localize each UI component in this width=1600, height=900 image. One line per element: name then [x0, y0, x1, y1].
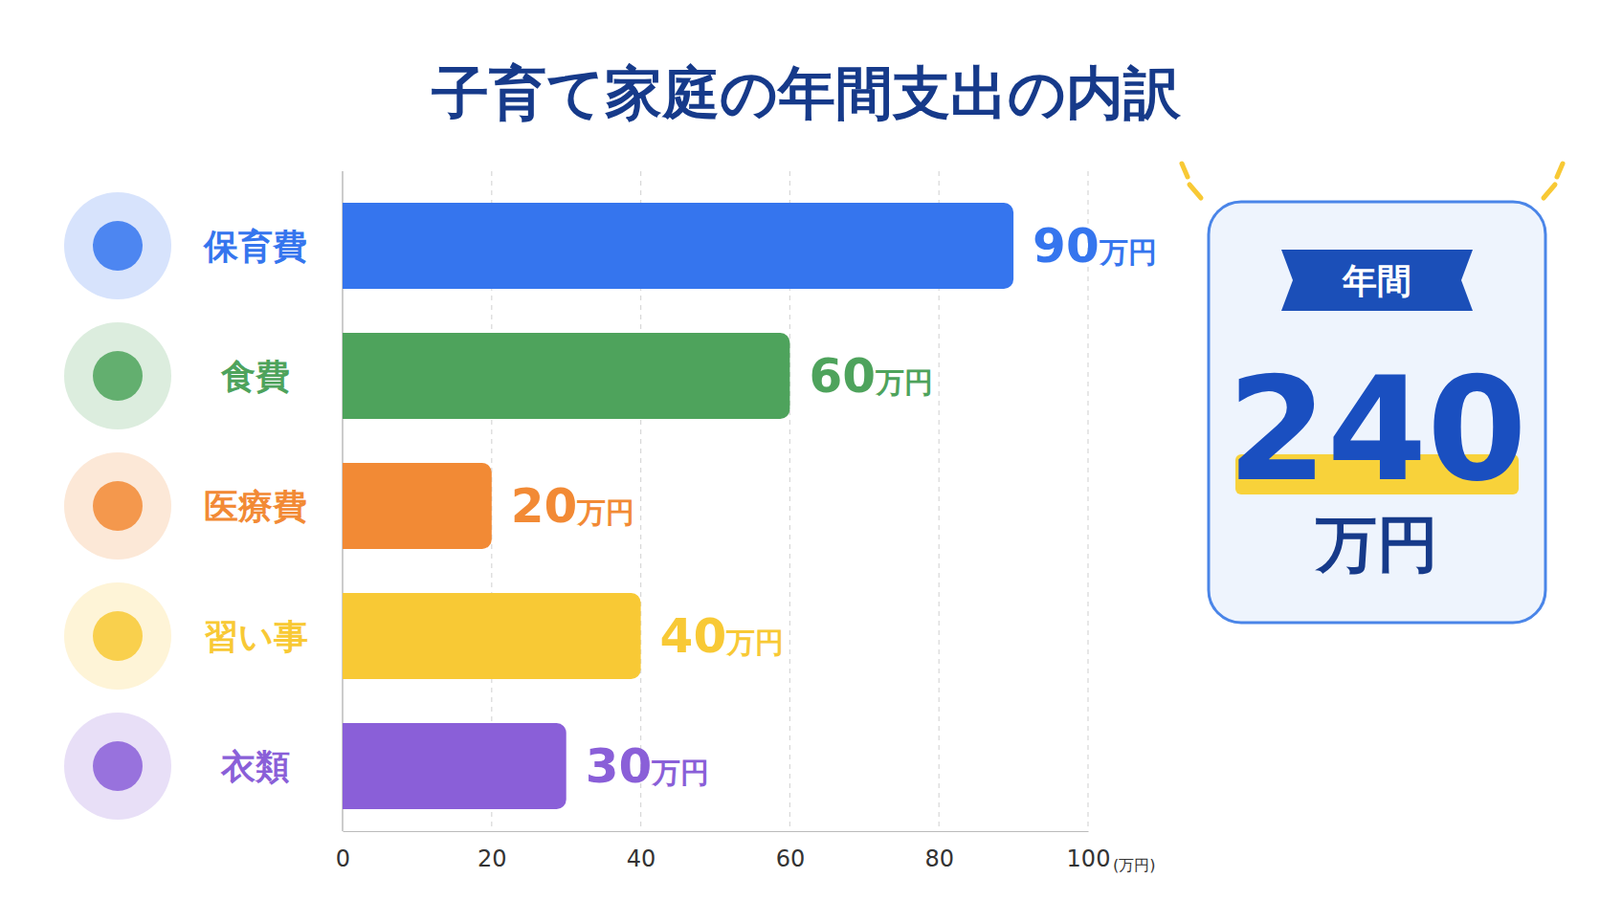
- tick: 0: [335, 831, 351, 873]
- data-label: 20万円: [511, 478, 636, 534]
- data-label: 40万円: [660, 608, 785, 665]
- icon-dot: [92, 221, 143, 271]
- icon-circle: [64, 712, 172, 821]
- title: 子育て家庭の年間支出の内訳: [431, 59, 1182, 127]
- data-labels: 90万円 60万円 20万円 40万円 30万円: [511, 218, 1157, 795]
- callout-ribbon: [1281, 249, 1473, 312]
- tick: 40: [626, 831, 657, 873]
- category-label: 食費: [220, 356, 290, 397]
- sparkle: [1543, 184, 1556, 199]
- tick: 20: [477, 831, 508, 873]
- sparkle: [1556, 163, 1563, 178]
- tick-label: 60: [776, 845, 806, 873]
- sparkle: [1181, 163, 1188, 178]
- callout-value: 240: [1226, 346, 1527, 513]
- category-label: 医療費: [203, 487, 308, 527]
- axis-title: (万円): [1112, 856, 1156, 875]
- category-label: 習い事: [203, 617, 309, 657]
- icon-dot: [92, 351, 143, 401]
- icon-dot: [92, 611, 143, 662]
- chart: 子育て家庭の年間支出の内訳 0 20 40 60 80 100(万円) 保育費食費医療費習い事…: [0, 0, 1600, 900]
- sparkle: [1189, 184, 1201, 199]
- data-label: 60万円: [808, 348, 934, 404]
- icon-circle: [64, 452, 172, 560]
- bar: [342, 723, 567, 810]
- callout-unit: 万円: [1314, 509, 1439, 580]
- x-axis: 0 20 40 60 80 100: [335, 831, 1112, 873]
- icon-dot: [92, 481, 143, 532]
- data-label: 90万円: [1032, 218, 1157, 274]
- tick: 80: [924, 831, 955, 873]
- tick-label: 0: [335, 845, 351, 873]
- icon-circle: [64, 192, 172, 300]
- callout-label: 年間: [1341, 261, 1412, 301]
- bar: [342, 202, 1014, 289]
- bar: [342, 333, 790, 420]
- data-label: 30万円: [585, 738, 711, 795]
- axis-line: [343, 831, 1089, 833]
- tick-label: 20: [477, 845, 508, 873]
- icon-dot: [92, 741, 143, 792]
- icon-circle: [64, 582, 172, 690]
- category-label: 衣類: [220, 747, 290, 787]
- tick: 60: [776, 831, 806, 873]
- callout-box: [1208, 201, 1546, 623]
- bar: [342, 463, 492, 550]
- tick-label: 40: [626, 845, 657, 873]
- icon-circle: [64, 322, 172, 430]
- tick-label: 80: [924, 845, 955, 873]
- bars: [342, 202, 1014, 810]
- bar: [342, 593, 642, 680]
- tick-label: 100: [1066, 845, 1112, 873]
- category-label: 保育費: [201, 226, 308, 267]
- tick: 100: [1066, 831, 1112, 873]
- category-labels: 保育費食費医療費習い事衣類: [64, 192, 309, 821]
- callout: 年間 240万円: [1181, 163, 1563, 623]
